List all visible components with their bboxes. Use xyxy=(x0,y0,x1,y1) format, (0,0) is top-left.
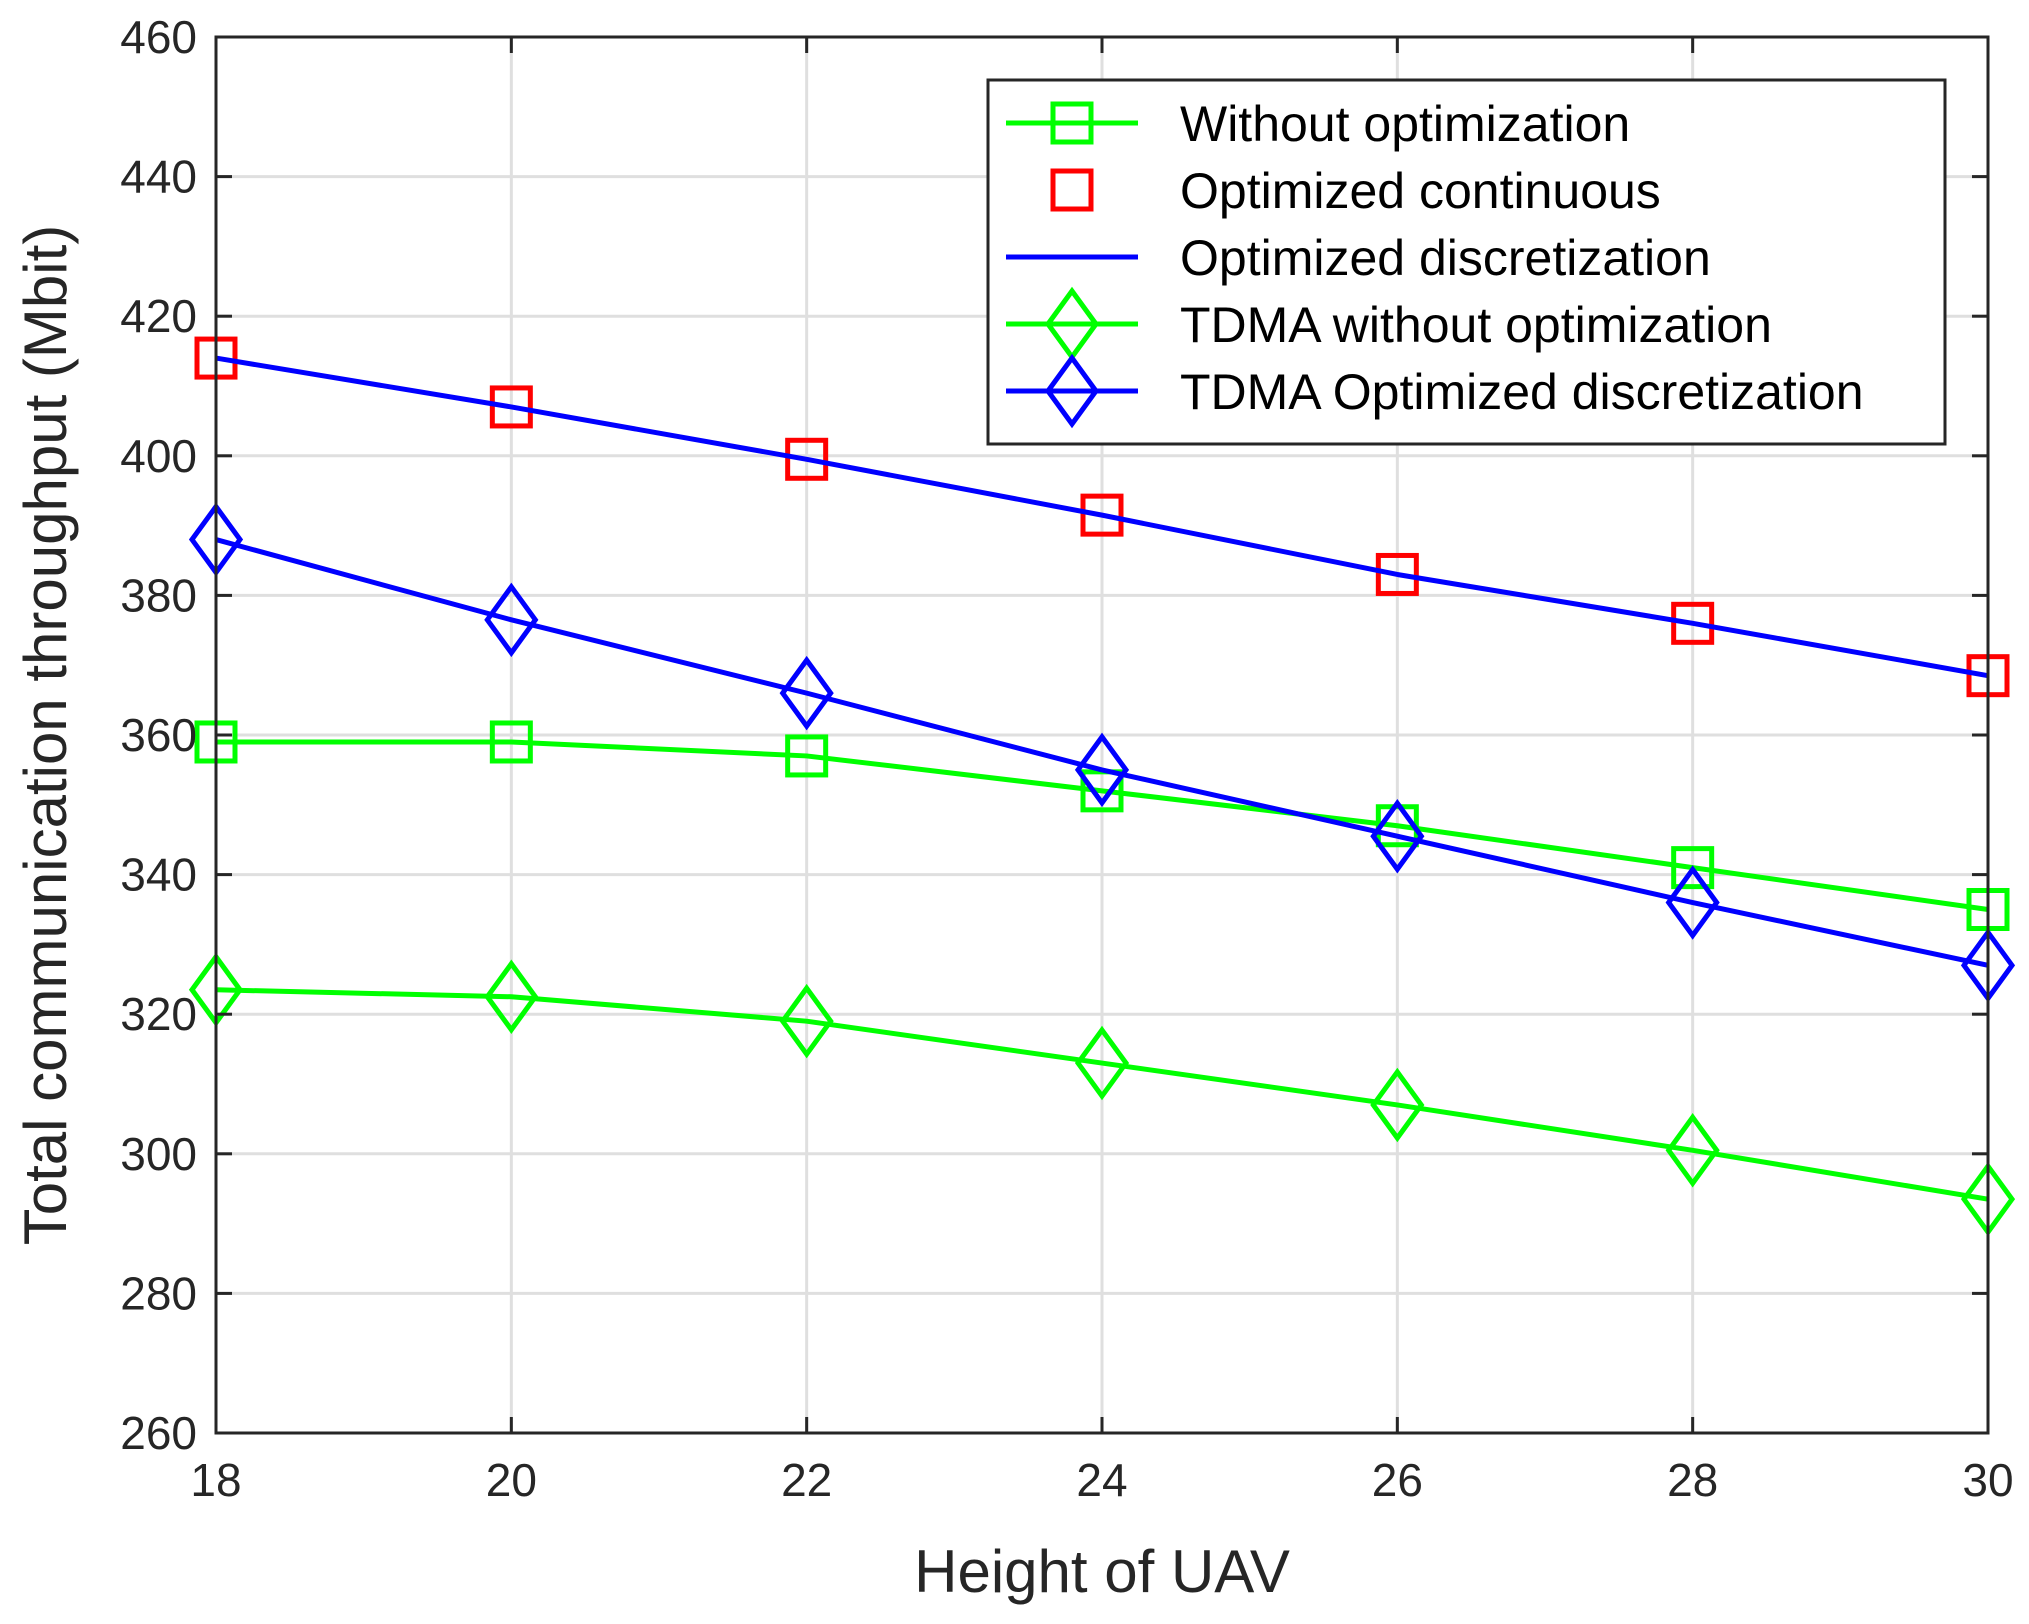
legend-marker-square xyxy=(1050,168,1094,212)
y-tick-label: 440 xyxy=(120,151,197,203)
data-point-square xyxy=(785,437,829,481)
legend-marker-diamond xyxy=(1044,353,1100,429)
y-tick-label: 380 xyxy=(120,569,197,621)
x-tick-label: 22 xyxy=(781,1454,832,1506)
y-axis-label: Total communication throughput (Mbit) xyxy=(12,225,79,1245)
legend-entry: Optimized continuous xyxy=(1050,163,1661,219)
data-point-diamond xyxy=(1665,865,1720,940)
y-tick-label: 320 xyxy=(120,988,197,1040)
x-tick-label: 26 xyxy=(1372,1454,1423,1506)
legend: Without optimization Optimized continuous… xyxy=(986,78,1947,446)
data-point-square xyxy=(489,720,533,764)
series-line xyxy=(215,987,1989,1202)
plot-series xyxy=(188,336,2016,1237)
data-point-diamond xyxy=(779,655,834,731)
legend-marker-square xyxy=(1050,101,1094,145)
data-point-diamond xyxy=(484,959,539,1035)
y-tick-label: 460 xyxy=(120,11,197,63)
axis-ticks xyxy=(214,35,1990,1435)
series-4 xyxy=(188,502,2016,1003)
legend-label: Optimized continuous xyxy=(1180,163,1661,219)
tick-labels: 18 20 22 24 26 28 30 260 280 300 320 340 360 380 400 42… xyxy=(120,11,2013,1506)
y-tick-label: 300 xyxy=(120,1128,197,1180)
series-line xyxy=(215,537,1989,968)
x-tick-label: 18 xyxy=(190,1454,241,1506)
y-tick-label: 260 xyxy=(120,1407,197,1459)
data-point-diamond xyxy=(1370,798,1425,874)
y-tick-label: 340 xyxy=(120,849,197,901)
legend-label: TDMA Optimized discretization xyxy=(1180,364,1864,420)
y-tick-label: 360 xyxy=(120,709,197,761)
x-tick-label: 30 xyxy=(1962,1454,2013,1506)
series-2 xyxy=(215,355,1989,679)
data-point-diamond xyxy=(484,582,539,658)
series-3 xyxy=(188,952,2016,1237)
x-tick-label: 24 xyxy=(1076,1454,1127,1506)
x-axis-label: Height of UAV xyxy=(914,1538,1290,1605)
y-tick-label: 420 xyxy=(120,290,197,342)
data-point-diamond xyxy=(1074,732,1130,808)
x-tick-label: 20 xyxy=(486,1454,537,1506)
legend-label: TDMA without optimization xyxy=(1180,297,1772,353)
data-point-diamond xyxy=(779,983,834,1059)
legend-entry: TDMA Optimized discretization xyxy=(1006,353,1864,429)
legend-entry: TDMA without optimization xyxy=(1006,286,1772,362)
data-point-square xyxy=(1671,601,1715,645)
series-line xyxy=(215,355,1989,679)
data-point-square xyxy=(489,385,533,429)
data-point-diamond xyxy=(1074,1025,1130,1101)
data-point-square xyxy=(1375,552,1419,596)
legend-entry: Without optimization xyxy=(1006,96,1630,152)
data-point-square xyxy=(1671,846,1715,890)
y-tick-label: 280 xyxy=(120,1267,197,1319)
legend-label: Optimized discretization xyxy=(1180,230,1711,286)
data-point-square xyxy=(785,734,829,778)
data-point-square xyxy=(1080,493,1124,537)
legend-box xyxy=(986,78,1947,446)
data-point-diamond xyxy=(1665,1113,1720,1188)
y-tick-label: 400 xyxy=(120,430,197,482)
legend-entry: Optimized discretization xyxy=(1006,230,1711,286)
x-tick-label: 28 xyxy=(1667,1454,1718,1506)
data-point-diamond xyxy=(1370,1067,1425,1143)
legend-label: Without optimization xyxy=(1180,96,1630,152)
